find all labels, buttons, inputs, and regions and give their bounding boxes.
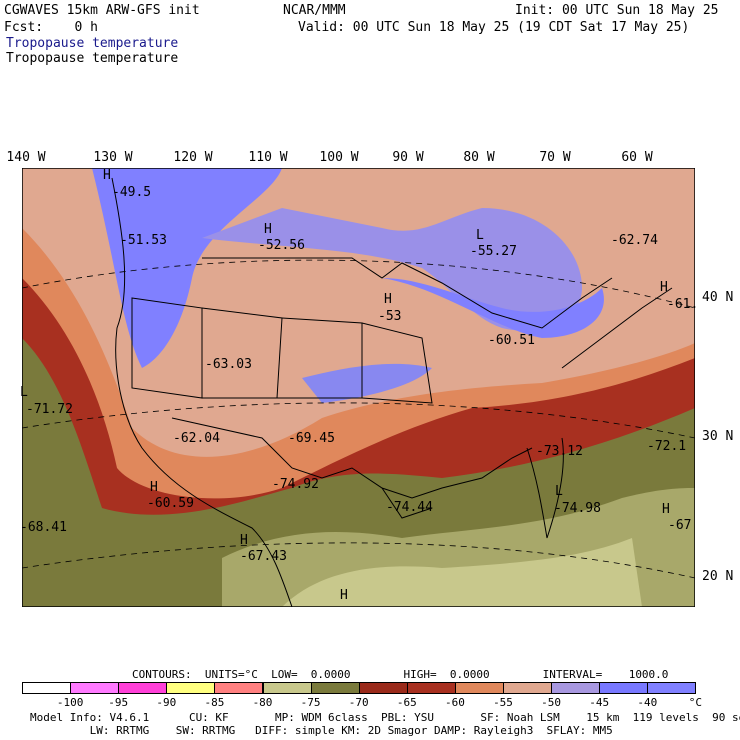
- lon-label-80w: 80 W: [463, 150, 495, 165]
- map-value: -63.03: [205, 357, 252, 372]
- colorbar-tick-label: -85: [204, 696, 225, 709]
- colorbar-cell: [454, 682, 504, 694]
- colorbar-cell: [599, 682, 649, 694]
- map-symbol-high: H: [240, 533, 248, 548]
- colorbar-cell: [551, 682, 601, 694]
- colorbar-cell: [262, 682, 312, 694]
- colorbar-tick-label: -55: [493, 696, 513, 709]
- colorbar-tick-label: -70: [348, 696, 369, 709]
- colorbar-cell: [310, 682, 360, 694]
- colorbar-tick-label: -40: [637, 696, 658, 709]
- map-symbol-low: L: [555, 484, 563, 499]
- map-value: -72.1: [647, 439, 687, 454]
- lat-label-20n: 20 N: [702, 569, 734, 584]
- lat-label-40n: 40 N: [702, 290, 734, 305]
- map-value: -53: [378, 309, 402, 324]
- map-symbol-high: H: [340, 588, 348, 603]
- map-value: -69.45: [288, 431, 335, 446]
- field-title-primary: Tropopause temperature: [6, 36, 179, 51]
- map-value: -67.43: [240, 549, 287, 564]
- map-value: -74.98: [554, 501, 601, 516]
- map-symbol-low: L: [476, 228, 484, 243]
- lon-label-110w: 110 W: [248, 150, 288, 165]
- map-value: -60.51: [488, 333, 535, 348]
- valid-time: Valid: 00 UTC Sun 18 May 25 (19 CDT Sat …: [298, 20, 690, 35]
- colorbar-cell: [503, 682, 553, 694]
- map-symbol-high: H: [662, 502, 670, 517]
- map-value: -51.53: [120, 233, 167, 248]
- model-title: CGWAVES 15km ARW-GFS init: [4, 3, 200, 18]
- colorbar-tick-label: -60: [444, 696, 465, 709]
- field-band-blue-northwest: [92, 168, 282, 368]
- map-value: -49.5: [112, 185, 152, 200]
- lon-label-90w: 90 W: [392, 150, 424, 165]
- graticule: [22, 259, 695, 579]
- tropopause-temperature-map: [22, 168, 695, 607]
- map-outlines: [22, 168, 695, 607]
- map-symbol-high: H: [384, 292, 392, 307]
- lon-label-120w: 120 W: [173, 150, 213, 165]
- map-value: -74.92: [272, 477, 319, 492]
- map-value: -71.72: [26, 402, 73, 417]
- lon-label-130w: 130 W: [93, 150, 133, 165]
- colorbar-tick-label: °C: [688, 696, 703, 709]
- colorbar-tick-label: -90: [156, 696, 177, 709]
- colorbar-cell: [70, 682, 120, 694]
- field-title-secondary: Tropopause temperature: [6, 51, 179, 66]
- map-symbol-high: H: [660, 280, 668, 295]
- map-symbol-high: H: [264, 222, 272, 237]
- colorbar-tick-label: -95: [108, 696, 129, 709]
- colorbar-tick-label: -100: [56, 696, 84, 709]
- field-band-blue-north: [202, 208, 582, 331]
- lon-label-70w: 70 W: [539, 150, 571, 165]
- colorbar-tick-label: -75: [300, 696, 321, 709]
- map-value: -61.: [667, 297, 699, 312]
- colorbar-cell: [118, 682, 168, 694]
- lat-label-30n: 30 N: [702, 429, 734, 444]
- lon-label-60w: 60 W: [621, 150, 653, 165]
- model-info-line2: LW: RRTMG SW: RRTMG DIFF: simple KM: 2D …: [30, 724, 613, 737]
- map-value: -60.59: [147, 496, 194, 511]
- institution-label: NCAR/MMM: [283, 3, 346, 18]
- lon-label-100w: 100 W: [319, 150, 359, 165]
- colorbar-cell: [647, 682, 697, 694]
- init-time: Init: 00 UTC Sun 18 May 25: [515, 3, 719, 18]
- map-symbol-high: H: [103, 168, 111, 183]
- colorbar-cell: [166, 682, 216, 694]
- colorbar-tick-label: -45: [589, 696, 610, 709]
- forecast-hour: Fcst: 0 h: [4, 20, 98, 35]
- map-symbol-high: H: [150, 480, 158, 495]
- map-value: -52.56: [258, 238, 305, 253]
- map-value: -62.74: [611, 233, 658, 248]
- map-value: -62.04: [173, 431, 220, 446]
- colorbar-cell: [358, 682, 408, 694]
- field-band-khaki: [282, 538, 642, 607]
- colorbar-tick-label: -65: [396, 696, 417, 709]
- field-band-blue-plains: [302, 363, 432, 403]
- map-value: -73.12: [536, 444, 583, 459]
- model-info-line1: Model Info: V4.6.1 CU: KF MP: WDM 6class…: [30, 711, 740, 724]
- map-value: -74.44: [386, 500, 433, 515]
- colorbar-cell: [22, 682, 72, 694]
- map-symbol-low: L: [20, 385, 28, 400]
- colorbar-cell: [214, 682, 264, 694]
- colorbar-tick-label: -80: [252, 696, 273, 709]
- lon-label-140w: 140 W: [6, 150, 46, 165]
- colorbar-tick-label: -50: [541, 696, 562, 709]
- contours-info: CONTOURS: UNITS=°C LOW= 0.0000 HIGH= 0.0…: [132, 668, 669, 681]
- map-value: -68.41: [20, 520, 67, 535]
- map-value: -67: [668, 518, 692, 533]
- map-value: -55.27: [470, 244, 517, 259]
- colorbar-cell: [406, 682, 456, 694]
